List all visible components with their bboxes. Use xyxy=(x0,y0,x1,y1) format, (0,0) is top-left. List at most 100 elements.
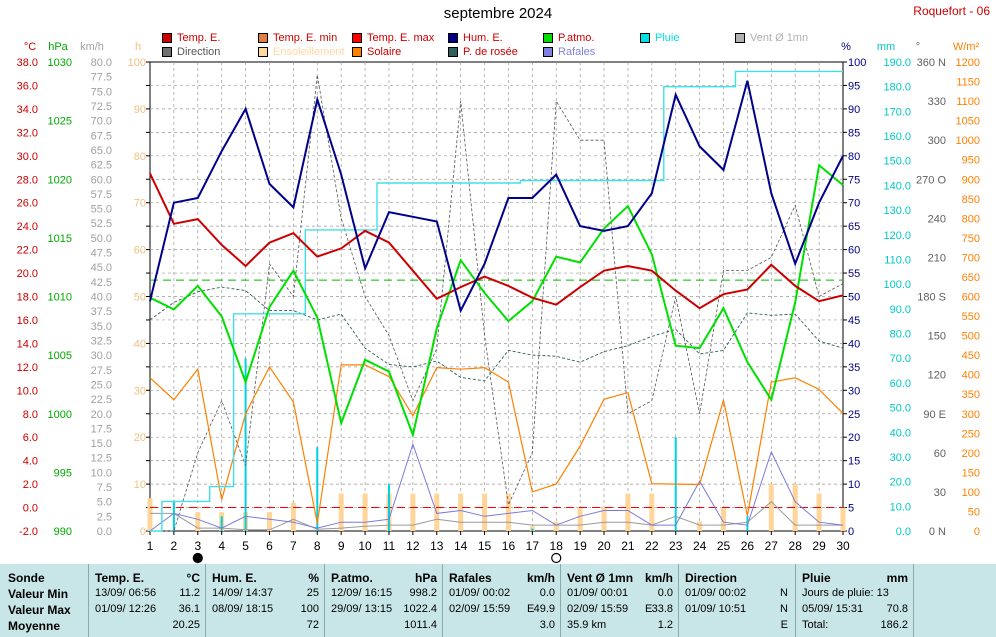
temp-tick: 4.0 xyxy=(23,456,38,468)
solar-tick: 350 xyxy=(962,389,980,401)
pressure-tick: 1015 xyxy=(48,233,72,245)
wind-tick: 10.0 xyxy=(91,467,112,479)
wind-tick: 2.5 xyxy=(97,511,112,523)
sunshine-bar xyxy=(505,493,511,531)
x-tick-label: 5 xyxy=(242,539,249,553)
sun-tick: 30 xyxy=(134,385,146,397)
humidity-tick: 100 xyxy=(848,57,866,69)
wind-min: 0.0 xyxy=(657,587,673,599)
wind-tick: 15.0 xyxy=(91,438,112,450)
humidity-tick: 85 xyxy=(848,127,860,139)
wind-tick: 55.0 xyxy=(91,204,112,216)
x-tick-label: 6 xyxy=(266,539,273,553)
sunshine-bar xyxy=(577,507,583,531)
legend-item: Vent Ø 1mn xyxy=(735,32,808,44)
sunshine-bar xyxy=(768,484,774,531)
sunshine-bar xyxy=(792,484,798,531)
x-tick-label: 26 xyxy=(741,539,755,553)
legend-item: P.atmo. xyxy=(543,32,595,44)
temp-tick: 0.0 xyxy=(23,503,38,515)
rain-tick: 120.0 xyxy=(883,230,911,242)
wind-tick: 7.5 xyxy=(97,482,112,494)
wind-tick: 27.5 xyxy=(91,365,112,377)
rain-unit: mm xyxy=(877,41,895,53)
legend-label: Temp. E. max xyxy=(367,32,435,44)
pressure-tick: 990 xyxy=(54,526,72,538)
x-tick-label: 20 xyxy=(597,539,611,553)
gust-min-date: 01/09/ 00:02 xyxy=(449,587,511,599)
sunshine-bar xyxy=(362,493,368,531)
temp-tick: 24.0 xyxy=(17,221,38,233)
wind-tick: 62.5 xyxy=(91,160,112,172)
pressure-tick: 1000 xyxy=(48,409,72,421)
wind-tick: 50.0 xyxy=(91,233,112,245)
direction-tick: 90 E xyxy=(923,409,946,421)
temp-tick: 38.0 xyxy=(17,57,38,69)
x-tick-label: 3 xyxy=(194,539,201,553)
solar-tick: 100 xyxy=(962,487,980,499)
wind-tick: 75.0 xyxy=(91,86,112,98)
stats-temp-unit: °C xyxy=(186,571,200,585)
temp-tick: 6.0 xyxy=(23,432,38,444)
solar-tick: 1200 xyxy=(956,57,980,69)
x-tick-label: 8 xyxy=(314,539,321,553)
stats-dir: Direction 01/09/ 00:02 N 01/09/ 10:51 N … xyxy=(678,564,796,637)
gust-max-date: 02/09/ 15:59 xyxy=(449,603,511,615)
legend-label: Rafales xyxy=(558,46,596,58)
press-max: 1022.4 xyxy=(403,603,437,615)
sunshine-bar xyxy=(338,493,344,531)
wind-tick: 80.0 xyxy=(91,57,112,69)
x-tick-label: 17 xyxy=(526,539,540,553)
dir-min-date: 01/09/ 00:02 xyxy=(685,587,747,599)
sunshine-bar xyxy=(290,502,296,531)
x-tick-label: 12 xyxy=(406,539,420,553)
stats-press-title: P.atmo. xyxy=(331,571,373,585)
sun-tick: 10 xyxy=(134,479,146,491)
legend-swatch xyxy=(448,33,458,43)
gust-max: 49.9 xyxy=(533,603,555,615)
humidity-tick: 80 xyxy=(848,151,860,163)
rain-tick: 0.0 xyxy=(896,526,911,538)
sun-tick: 0 xyxy=(140,526,146,538)
sunshine-bar xyxy=(601,507,607,531)
temp-min-date: 13/09/ 06:56 xyxy=(95,587,157,599)
solar-tick: 950 xyxy=(962,155,980,167)
temp-tick: 12.0 xyxy=(17,362,38,374)
legend-label: Solaire xyxy=(367,46,402,58)
humidity-tick: 70 xyxy=(848,198,860,210)
wind-max: 33.8 xyxy=(651,603,673,615)
humidity-tick: 25 xyxy=(848,409,860,421)
sunshine-bar xyxy=(553,521,559,531)
stats-rain-title: Pluie xyxy=(802,571,831,585)
legend-item: Hum. E. xyxy=(448,32,503,44)
rain-tick: 170.0 xyxy=(883,106,911,118)
rain-max: 70.8 xyxy=(886,603,908,615)
wind-tick: 5.0 xyxy=(97,497,112,509)
chart-title: septembre 2024 xyxy=(443,5,553,22)
sun-tick: 60 xyxy=(134,245,146,257)
series-rafales xyxy=(149,442,844,532)
humidity-unit: % xyxy=(841,41,851,53)
pressure-tick: 1025 xyxy=(48,116,72,128)
direction-tick: 330 xyxy=(928,96,946,108)
solar-tick: 1150 xyxy=(956,77,980,89)
sunshine-bar xyxy=(458,493,464,531)
x-tick-label: 24 xyxy=(693,539,707,553)
legend-item: Temp. E. xyxy=(162,32,220,44)
legend-swatch xyxy=(640,33,650,43)
temp-max-date: 01/09/ 12:26 xyxy=(95,603,157,615)
gust-min: 0.0 xyxy=(539,587,555,599)
series-temp-e- xyxy=(149,172,844,310)
rain-tick: 90.0 xyxy=(890,304,911,316)
wind-tick: 22.5 xyxy=(91,394,112,406)
legend-item: Temp. E. min xyxy=(258,32,337,44)
temp-unit: °C xyxy=(24,41,36,53)
solar-tick: 800 xyxy=(962,213,980,225)
temp-tick: 20.0 xyxy=(17,268,38,280)
legend-item: P. de rosée xyxy=(448,46,518,58)
x-tick-label: 30 xyxy=(836,539,850,553)
sun-tick: 50 xyxy=(134,292,146,304)
temp-tick: 8.0 xyxy=(23,409,38,421)
series-direction xyxy=(150,74,844,532)
temp-tick: 30.0 xyxy=(17,151,38,163)
